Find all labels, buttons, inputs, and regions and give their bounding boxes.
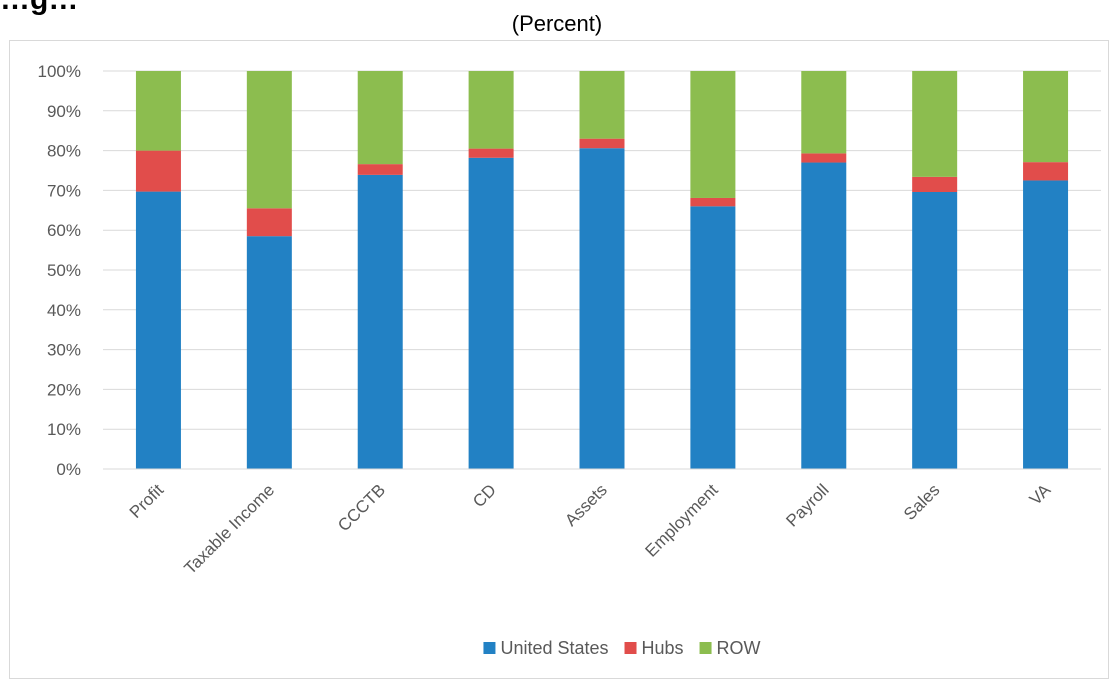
bar-hubs: [690, 197, 736, 207]
bar-hubs: [246, 208, 292, 237]
x-tick-label: Taxable Income: [181, 480, 279, 578]
bar-hubs: [912, 176, 958, 192]
bar-united-states: [468, 157, 514, 469]
bar-row: [1023, 71, 1069, 163]
y-tick-label: 60%: [47, 221, 81, 240]
bar-row: [690, 71, 736, 198]
x-tick-label: Assets: [561, 480, 611, 530]
legend-swatch: [699, 642, 712, 654]
legend: United States Hubs ROW: [483, 638, 761, 658]
bar-united-states: [1023, 180, 1069, 469]
bar-united-states: [912, 191, 958, 469]
legend-label: United States: [500, 638, 608, 658]
y-tick-label: 80%: [47, 142, 81, 161]
bar-row: [135, 71, 181, 151]
y-tick-label: 30%: [47, 341, 81, 360]
bar-united-states: [357, 174, 403, 470]
x-tick-label: CCCTB: [334, 480, 389, 535]
y-tick-label: 50%: [47, 261, 81, 280]
legend-label: ROW: [717, 638, 761, 658]
x-tick-label: Employment: [641, 480, 721, 560]
bars: [135, 71, 1069, 470]
x-tick-label: Sales: [900, 480, 944, 524]
bar-row: [912, 71, 958, 177]
chart-title-clipped: …g…: [0, 0, 78, 17]
bar-row: [468, 71, 514, 149]
y-tick-label: 100%: [38, 62, 81, 81]
legend-swatch: [483, 642, 496, 654]
y-tick-label: 90%: [47, 102, 81, 121]
y-tick-label: 0%: [56, 460, 81, 479]
chart-subtitle: (Percent): [511, 11, 603, 36]
bar-united-states: [801, 162, 847, 470]
chart-title-text: …g…: [0, 0, 78, 16]
bar-hubs: [801, 153, 847, 163]
y-tick-label: 40%: [47, 301, 81, 320]
bar-hubs: [357, 164, 403, 175]
bar-united-states: [690, 206, 736, 469]
bar-row: [246, 71, 292, 209]
bar-united-states: [579, 148, 625, 469]
x-tick-label: Profit: [126, 480, 168, 522]
y-tick-label: 20%: [47, 380, 81, 399]
x-tick-label: VA: [1026, 480, 1055, 509]
bar-hubs: [1023, 162, 1069, 181]
y-tick-label: 10%: [47, 420, 81, 439]
bar-row: [579, 71, 625, 139]
bar-united-states: [135, 191, 181, 469]
chart-frame: [9, 40, 1109, 679]
x-tick-label: Payroll: [782, 480, 832, 530]
bar-hubs: [579, 138, 625, 149]
legend-swatch: [624, 642, 637, 654]
bar-hubs: [468, 148, 514, 158]
y-tick-label: 70%: [47, 181, 81, 200]
bar-row: [357, 71, 403, 165]
bar-row: [801, 71, 847, 154]
bar-hubs: [135, 150, 181, 192]
legend-label: Hubs: [642, 638, 684, 658]
bar-united-states: [246, 236, 292, 469]
x-tick-label: CD: [469, 480, 500, 511]
